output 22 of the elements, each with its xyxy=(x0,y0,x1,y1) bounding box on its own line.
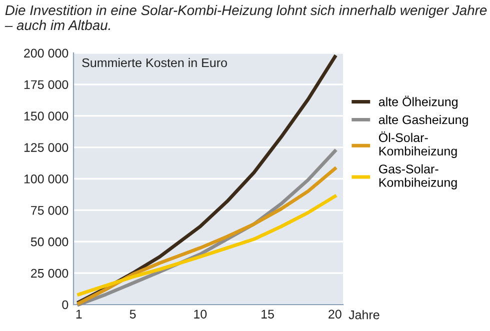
chart-title: Die Investition in eine Solar-Kombi-Heizung lohnt sich innerhalb weniger Jahre – auch im Altbau. xyxy=(4,4,487,30)
x-tick-label: 1 xyxy=(76,310,82,318)
y-tick-label: 0 xyxy=(62,300,68,310)
y-tick-label: 175 000 xyxy=(24,80,68,90)
x-tick-label: 15 xyxy=(262,310,274,319)
x-axis-title: Jahre xyxy=(348,310,380,320)
y-tick-label: 150 000 xyxy=(24,112,68,120)
line-series xyxy=(77,194,337,296)
x-tick-label: 20 xyxy=(328,310,342,319)
x-tick-label: 10 xyxy=(194,310,207,319)
y-tick-label: 50 000 xyxy=(30,237,68,246)
y-tick-label: 100 000 xyxy=(24,174,68,184)
y-tick-label: 125 000 xyxy=(24,143,68,152)
legend-label: alte Gasheizung xyxy=(378,115,468,127)
x-tick-label: 5 xyxy=(130,310,136,319)
y-axis-title: Summierte Kosten in Euro xyxy=(82,58,227,68)
y-tick-label: 75 000 xyxy=(31,206,68,215)
legend-label: Gas-Solar- Kombiheizung xyxy=(379,164,457,190)
legend-label: alte Ölheizung xyxy=(378,96,458,109)
y-tick-label: 200 000 xyxy=(24,48,68,58)
legend-label: Öl-Solar- Kombiheizung xyxy=(378,132,457,158)
y-tick-label: 25 000 xyxy=(31,268,68,278)
